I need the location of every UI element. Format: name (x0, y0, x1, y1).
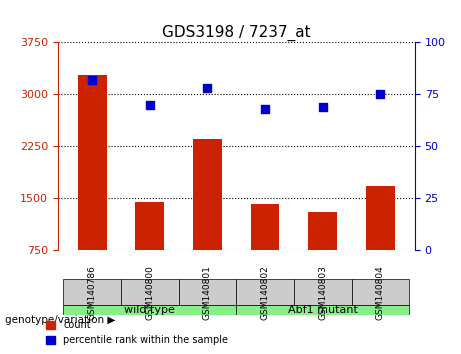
Bar (193, 139, 222, 250)
Point (377, 92, 384, 97)
FancyBboxPatch shape (236, 279, 294, 305)
Title: GDS3198 / 7237_at: GDS3198 / 7237_at (162, 25, 311, 41)
Point (319, 104, 326, 110)
Text: GSM140804: GSM140804 (376, 265, 385, 320)
Text: GSM140802: GSM140802 (260, 265, 270, 320)
Bar (366, 186, 395, 250)
FancyBboxPatch shape (64, 305, 236, 315)
Text: GSM140801: GSM140801 (203, 265, 212, 320)
Bar (251, 204, 279, 250)
Bar (136, 202, 164, 250)
Text: wild type: wild type (124, 305, 175, 315)
FancyBboxPatch shape (351, 279, 409, 305)
Legend: count, percentile rank within the sample: count, percentile rank within the sample (42, 316, 232, 349)
Text: GSM140800: GSM140800 (145, 265, 154, 320)
FancyBboxPatch shape (294, 279, 351, 305)
FancyBboxPatch shape (64, 279, 121, 305)
Text: Abf1 mutant: Abf1 mutant (288, 305, 358, 315)
Text: GSM140786: GSM140786 (88, 265, 97, 320)
Point (261, 106, 269, 112)
FancyBboxPatch shape (121, 279, 179, 305)
Bar (308, 212, 337, 250)
Point (146, 102, 154, 108)
Bar (78, 75, 106, 250)
FancyBboxPatch shape (179, 279, 236, 305)
Point (204, 85, 211, 91)
Text: GSM140803: GSM140803 (318, 265, 327, 320)
Point (89, 77, 96, 83)
FancyBboxPatch shape (236, 305, 409, 315)
Text: genotype/variation ▶: genotype/variation ▶ (5, 315, 115, 325)
